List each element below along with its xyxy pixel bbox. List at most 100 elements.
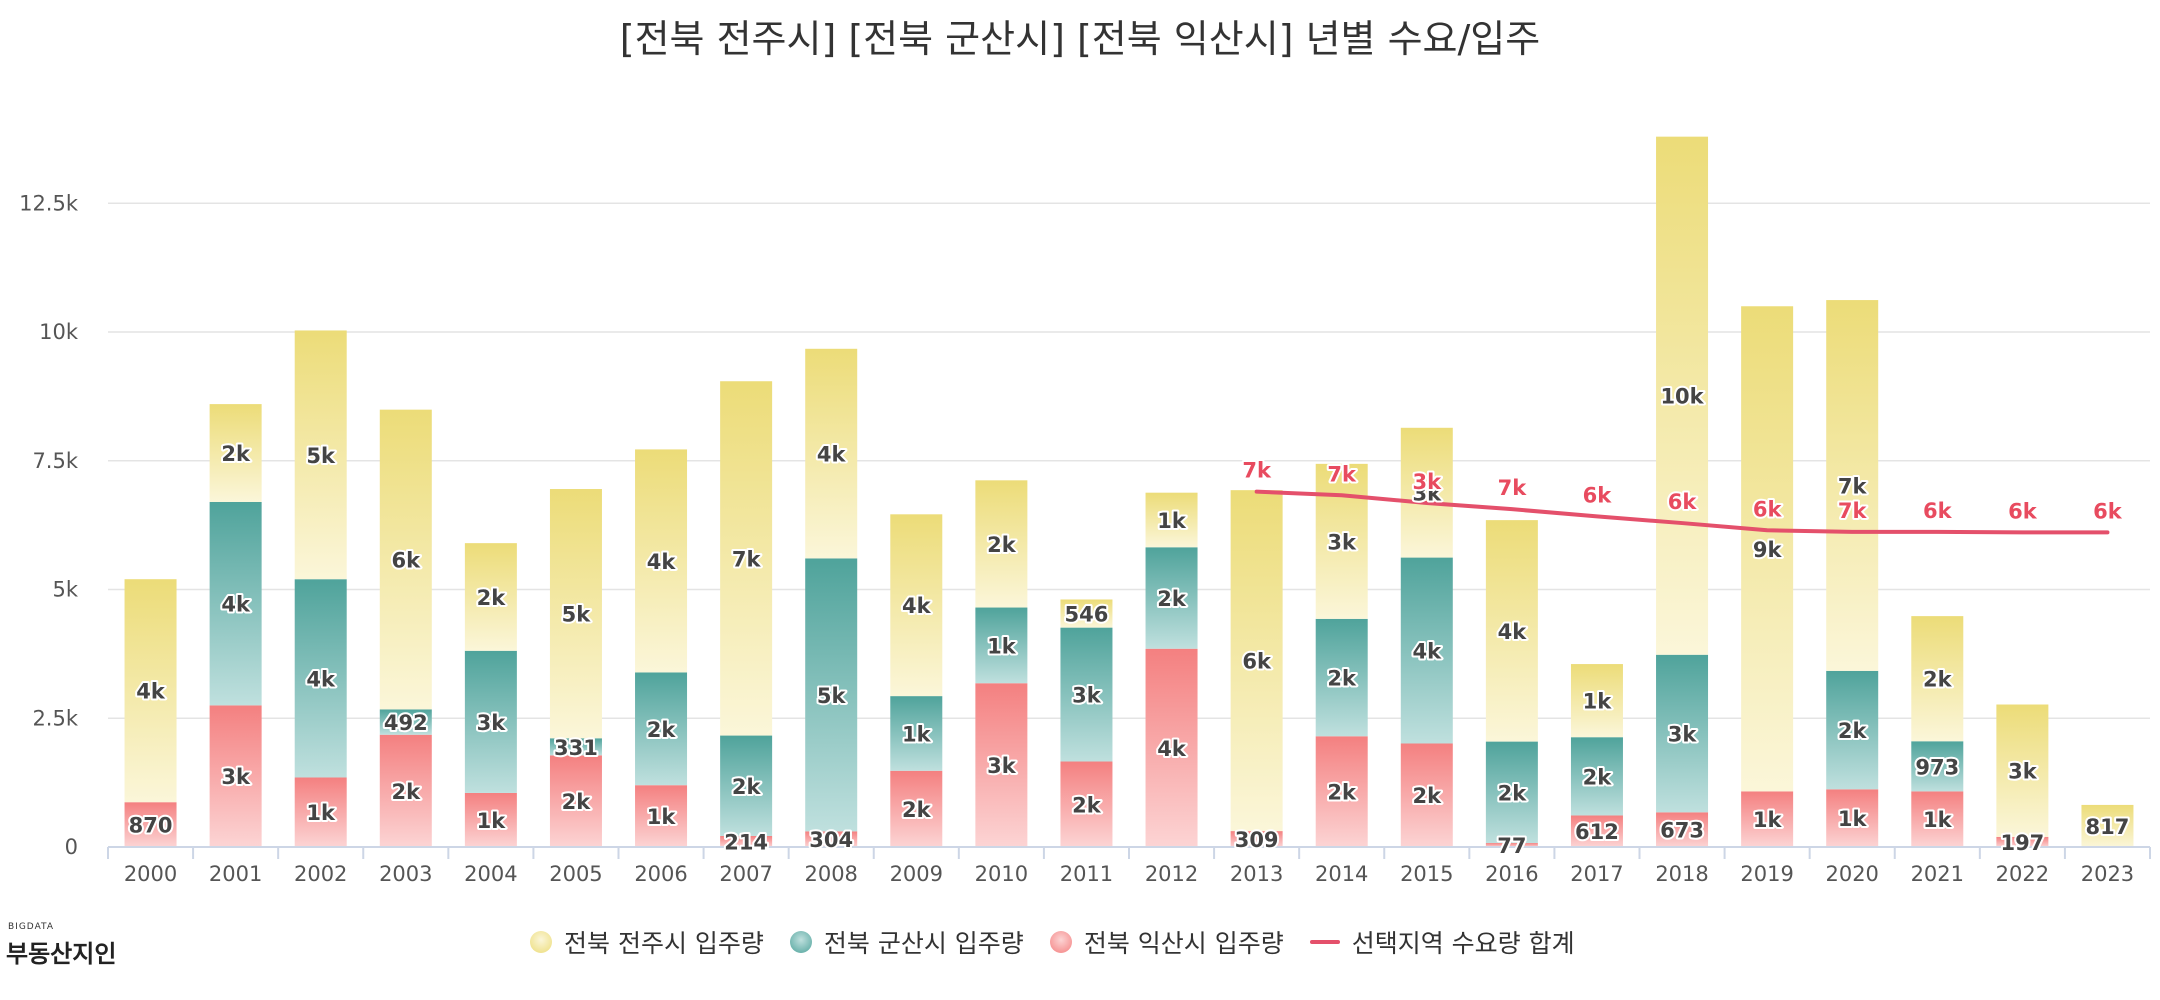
bar-jeonju[interactable] [1741, 306, 1794, 792]
bar-jeonju[interactable] [1400, 427, 1453, 558]
bar-iksan[interactable] [720, 835, 773, 847]
bar-data-label: 2k [221, 442, 251, 466]
bar-jeonju[interactable] [464, 543, 517, 651]
bar-gunsan[interactable] [1826, 670, 1879, 790]
bar-gunsan[interactable] [464, 650, 517, 793]
bar-gunsan[interactable] [294, 579, 347, 778]
bar-gunsan[interactable] [209, 501, 262, 706]
bar-jeonju[interactable] [1230, 490, 1283, 832]
bar-jeonju[interactable] [124, 579, 177, 803]
bar-data-label: 9k [1753, 538, 1783, 562]
bar-jeonju[interactable] [890, 514, 943, 697]
bar-iksan[interactable] [1741, 791, 1794, 847]
legend-item-gunsan[interactable]: 전북 군산시 입주량 [789, 924, 1024, 960]
bar-gunsan[interactable] [379, 709, 432, 735]
y-tick-label: 10k [39, 320, 79, 344]
x-tick-label: 2015 [1400, 862, 1453, 886]
bar-iksan[interactable] [890, 770, 943, 847]
bar-iksan[interactable] [635, 785, 688, 847]
bar-iksan[interactable] [1996, 836, 2049, 847]
bar-jeonju[interactable] [720, 381, 773, 736]
bar-data-label: 2k [902, 798, 932, 822]
bar-iksan[interactable] [1656, 812, 1709, 847]
bar-gunsan[interactable] [1570, 737, 1623, 816]
bar-jeonju[interactable] [1826, 300, 1879, 671]
bar-jeonju[interactable] [209, 404, 262, 502]
bar-gunsan[interactable] [890, 696, 943, 771]
bar-iksan[interactable] [1911, 791, 1964, 847]
x-tick-label: 2013 [1230, 862, 1283, 886]
bar-data-label: 3k [1327, 530, 1357, 554]
bar-jeonju[interactable] [1485, 520, 1538, 742]
bar-jeonju[interactable] [2081, 804, 2134, 847]
bar-jeonju[interactable] [635, 449, 688, 673]
bar-gunsan[interactable] [549, 738, 602, 756]
y-tick-label: 12.5k [19, 191, 79, 215]
bar-data-label: 2k [1583, 765, 1613, 789]
bar-jeonju[interactable] [379, 409, 432, 710]
bar-data-label: 4k [221, 593, 251, 617]
bar-iksan[interactable] [1315, 736, 1368, 847]
legend-item-jeonju[interactable]: 전북 전주시 입주량 [530, 924, 764, 960]
bar-data-label: 3k [1072, 684, 1102, 708]
bar-jeonju[interactable] [549, 489, 602, 739]
bar-data-label: 492 [384, 711, 428, 735]
bar-iksan[interactable] [1060, 761, 1113, 847]
bar-iksan[interactable] [124, 802, 177, 847]
bar-gunsan[interactable] [1315, 618, 1368, 737]
bar-gunsan[interactable] [1911, 741, 1964, 792]
y-tick-label: 7.5k [32, 449, 78, 473]
bar-gunsan[interactable] [1400, 557, 1453, 744]
bar-gunsan[interactable] [975, 607, 1028, 684]
bar-data-label: 2k [392, 780, 422, 804]
bar-iksan[interactable] [294, 777, 347, 847]
demand-data-label: 7k [1838, 499, 1868, 523]
bar-iksan[interactable] [209, 705, 262, 847]
bar-iksan[interactable] [464, 792, 517, 847]
demand-data-label: 6k [1923, 499, 1953, 523]
demand-data-label: 7k [1242, 459, 1272, 483]
bar-jeonju[interactable] [1996, 704, 2049, 837]
bar-iksan[interactable] [1145, 648, 1198, 847]
bar-iksan[interactable] [975, 683, 1028, 847]
demand-data-label: 6k [1583, 483, 1613, 507]
bar-gunsan[interactable] [1485, 741, 1538, 844]
brand-logo: BIGDATA 부동산지인 [6, 922, 136, 970]
bar-data-label: 2k [1072, 793, 1102, 817]
bar-data-label: 3k [2008, 760, 2038, 784]
demand-data-label: 3k [1413, 470, 1443, 494]
bar-jeonju[interactable] [1060, 599, 1113, 628]
bar-gunsan[interactable] [720, 735, 773, 836]
bar-iksan[interactable] [1230, 831, 1283, 847]
bar-gunsan[interactable] [1145, 547, 1198, 649]
bar-iksan[interactable] [549, 755, 602, 847]
bar-data-label: 4k [1498, 620, 1528, 644]
bar-iksan[interactable] [805, 831, 858, 847]
bar-data-label: 331 [554, 736, 598, 760]
bar-jeonju[interactable] [805, 348, 858, 559]
bar-gunsan[interactable] [1060, 627, 1113, 762]
bar-jeonju[interactable] [1315, 463, 1368, 619]
bar-jeonju[interactable] [1570, 664, 1623, 738]
bar-iksan[interactable] [1485, 843, 1538, 847]
legend-item-demand[interactable]: 선택지역 수요량 합계 [1309, 924, 1575, 960]
legend-item-iksan[interactable]: 전북 익산시 입주량 [1049, 924, 1284, 960]
bar-gunsan[interactable] [1656, 654, 1709, 813]
bar-jeonju[interactable] [1145, 492, 1198, 548]
bar-jeonju[interactable] [1911, 616, 1964, 742]
bar-jeonju[interactable] [1656, 136, 1709, 655]
bar-data-label: 2k [1157, 587, 1187, 611]
logo-wordmark: 부동산지인 [6, 940, 117, 968]
bar-iksan[interactable] [379, 734, 432, 847]
bar-gunsan[interactable] [635, 672, 688, 786]
bar-jeonju[interactable] [294, 330, 347, 580]
bar-jeonju[interactable] [975, 480, 1028, 608]
bar-iksan[interactable] [1400, 743, 1453, 847]
bar-iksan[interactable] [1826, 789, 1879, 847]
bar-data-label: 2k [1498, 781, 1528, 805]
x-tick-label: 2010 [975, 862, 1028, 886]
bar-gunsan[interactable] [805, 558, 858, 832]
bar-iksan[interactable] [1570, 815, 1623, 847]
bar-data-label: 309 [1235, 828, 1279, 852]
demand-line[interactable] [1254, 489, 2110, 535]
